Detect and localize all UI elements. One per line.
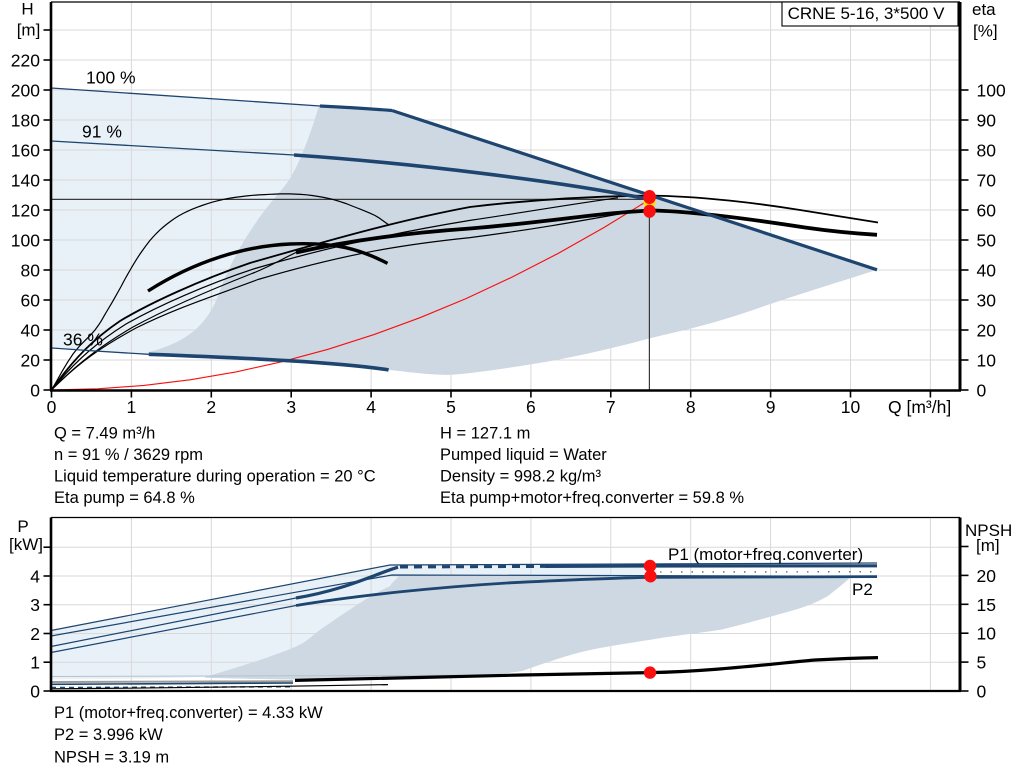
svg-text:90: 90: [977, 111, 997, 131]
svg-text:10: 10: [977, 351, 997, 371]
svg-text:7: 7: [606, 397, 616, 417]
svg-text:9: 9: [766, 397, 776, 417]
svg-text:[m]: [m]: [976, 536, 1000, 555]
svg-text:Density = 998.2 kg/m³: Density = 998.2 kg/m³: [440, 468, 601, 486]
svg-text:6: 6: [526, 397, 536, 417]
svg-text:100: 100: [11, 231, 40, 251]
svg-text:15: 15: [977, 595, 996, 615]
svg-text:3: 3: [286, 397, 296, 417]
svg-text:Eta pump+motor+freq.converter: Eta pump+motor+freq.converter = 59.8 %: [440, 489, 744, 507]
svg-text:0: 0: [977, 381, 987, 401]
svg-text:5: 5: [446, 397, 456, 417]
svg-text:40: 40: [21, 321, 41, 341]
svg-text:0: 0: [30, 682, 40, 702]
svg-text:P1 (motor+freq.converter) = 4.: P1 (motor+freq.converter) = 4.33 kW: [54, 704, 323, 722]
svg-text:120: 120: [11, 201, 40, 221]
svg-text:140: 140: [11, 171, 40, 191]
svg-text:[kW]: [kW]: [9, 535, 43, 554]
svg-text:60: 60: [21, 291, 41, 311]
svg-text:H: H: [21, 0, 33, 19]
svg-text:50: 50: [977, 231, 997, 251]
svg-text:2: 2: [206, 397, 216, 417]
svg-text:1: 1: [127, 397, 137, 417]
svg-text:CRNE 5-16, 3*500 V: CRNE 5-16, 3*500 V: [788, 4, 946, 23]
svg-text:80: 80: [21, 261, 41, 281]
svg-text:Eta pump = 64.8 %: Eta pump = 64.8 %: [54, 489, 195, 507]
svg-text:10: 10: [977, 624, 997, 644]
svg-text:60: 60: [977, 201, 997, 221]
svg-text:91 %: 91 %: [82, 122, 122, 142]
svg-text:36 %: 36 %: [63, 330, 103, 350]
svg-text:20: 20: [21, 351, 41, 371]
svg-text:180: 180: [11, 111, 40, 131]
svg-text:[m]: [m]: [17, 21, 41, 40]
svg-text:n = 91 % / 3629 rpm: n = 91 % / 3629 rpm: [54, 446, 203, 464]
svg-text:NPSH: NPSH: [965, 521, 1012, 540]
svg-text:H = 127.1 m: H = 127.1 m: [440, 425, 530, 443]
svg-text:4: 4: [30, 567, 40, 587]
svg-text:2: 2: [30, 624, 40, 644]
svg-text:80: 80: [977, 141, 997, 161]
svg-text:P: P: [17, 517, 28, 536]
svg-text:5: 5: [977, 653, 987, 673]
svg-text:3: 3: [30, 595, 40, 615]
svg-text:P2 = 3.996 kW: P2 = 3.996 kW: [54, 726, 163, 744]
svg-text:Q = 7.49 m³/h: Q = 7.49 m³/h: [54, 425, 155, 443]
svg-text:20: 20: [977, 321, 997, 341]
svg-text:0: 0: [977, 682, 987, 702]
svg-text:220: 220: [11, 51, 40, 71]
svg-text:30: 30: [977, 291, 997, 311]
svg-text:P2: P2: [852, 580, 873, 599]
svg-text:P1 (motor+freq.converter): P1 (motor+freq.converter): [668, 545, 863, 564]
svg-text:[%]: [%]: [973, 22, 998, 41]
svg-text:40: 40: [977, 261, 997, 281]
svg-text:eta: eta: [972, 0, 996, 19]
svg-text:10: 10: [841, 397, 861, 417]
svg-text:70: 70: [977, 171, 997, 191]
svg-text:Liquid temperature during oper: Liquid temperature during operation = 20…: [54, 468, 376, 486]
svg-text:20: 20: [977, 566, 997, 586]
svg-text:0: 0: [47, 397, 57, 417]
svg-text:1: 1: [30, 653, 40, 673]
svg-text:200: 200: [11, 81, 40, 101]
svg-text:8: 8: [686, 397, 696, 417]
svg-text:4: 4: [366, 397, 376, 417]
svg-text:NPSH = 3.19 m: NPSH = 3.19 m: [54, 749, 169, 767]
svg-text:100: 100: [977, 81, 1006, 101]
svg-text:100 %: 100 %: [86, 68, 136, 88]
svg-text:Pumped liquid = Water: Pumped liquid = Water: [440, 446, 607, 464]
svg-text:0: 0: [30, 381, 40, 401]
svg-text:Q [m³/h]: Q [m³/h]: [888, 397, 951, 417]
svg-text:160: 160: [11, 141, 40, 161]
